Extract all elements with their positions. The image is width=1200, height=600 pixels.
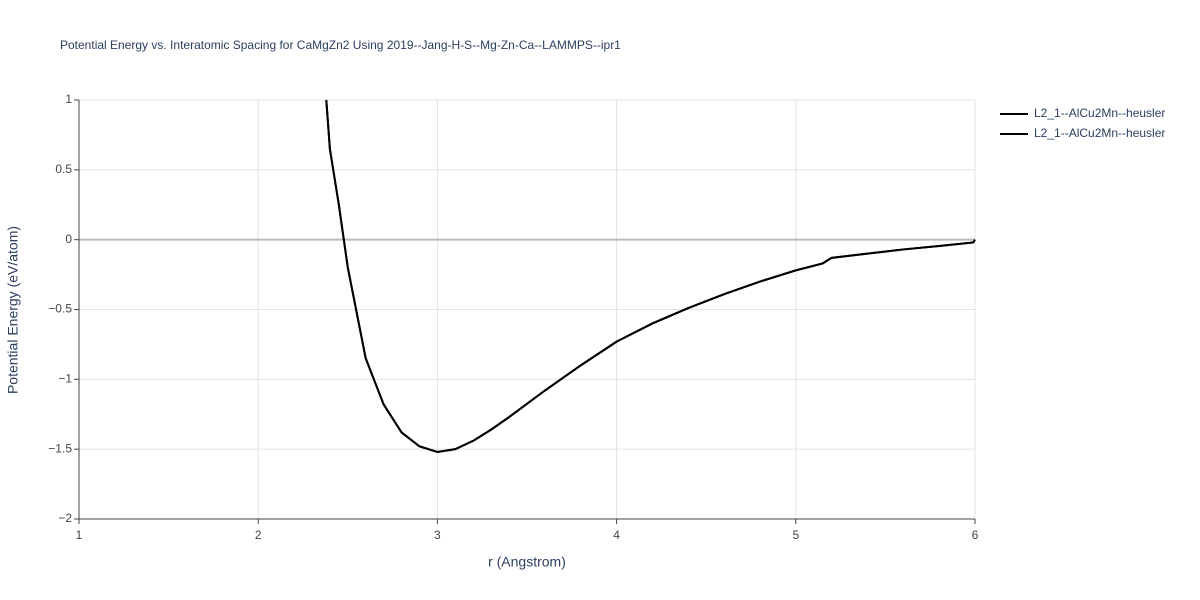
legend-label: L2_1--AlCu2Mn--heusler [1034,126,1165,140]
legend-label: L2_1--AlCu2Mn--heusler [1034,106,1165,120]
y-tick-label: 1 [65,92,72,106]
x-tick-label: 4 [613,528,620,542]
x-tick-label: 3 [434,528,441,542]
x-axis-label: r (Angstrom) [488,554,566,570]
y-tick-label: −1 [58,372,72,386]
x-tick-label: 6 [972,528,979,542]
y-axis-label: Potential Energy (eV/atom) [5,226,21,394]
x-tick-label: 5 [792,528,799,542]
y-tick-label: −2 [58,511,72,525]
x-tick-label: 1 [76,528,83,542]
y-tick-label: 0.5 [55,162,72,176]
y-tick-label: −1.5 [48,441,72,455]
line-series [325,99,976,453]
y-tick-label: 0 [65,232,72,246]
line-series [325,99,976,453]
x-tick-label: 2 [255,528,262,542]
chart-title: Potential Energy vs. Interatomic Spacing… [60,38,621,52]
y-tick-label: −0.5 [48,302,72,316]
